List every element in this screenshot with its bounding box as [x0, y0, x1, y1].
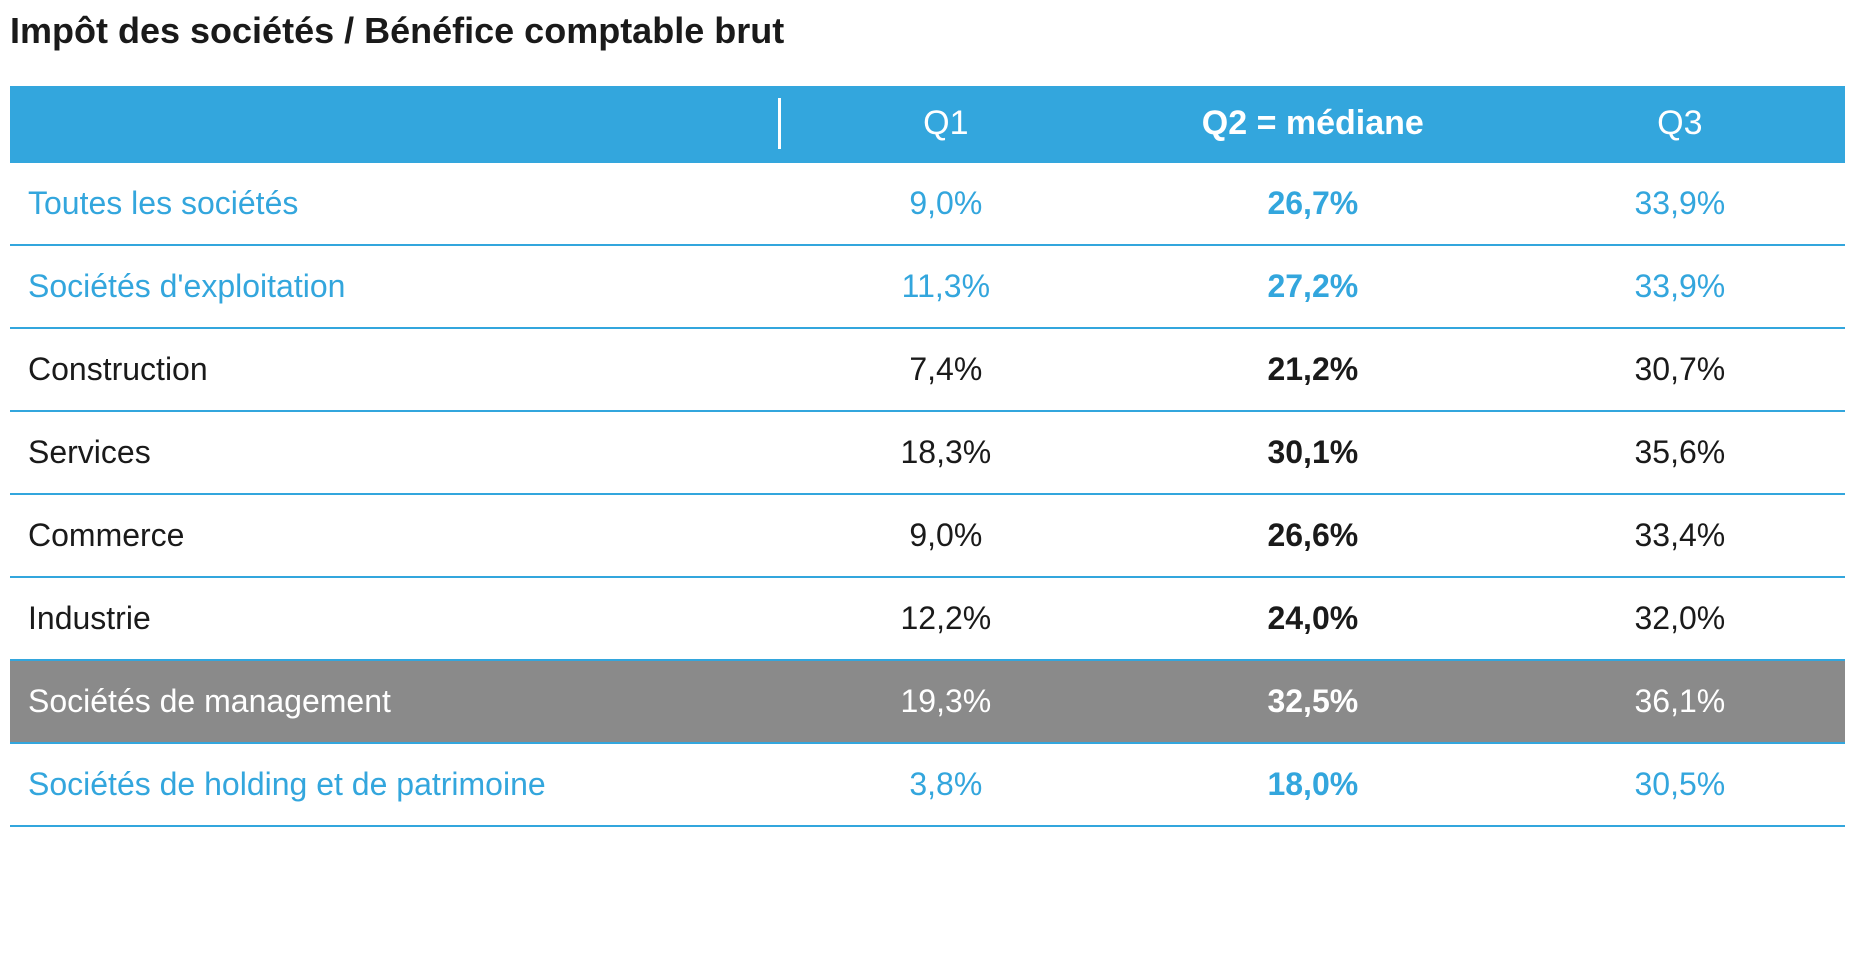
table-body: Toutes les sociétés9,0%26,7%33,9%Société…: [10, 162, 1845, 826]
cell-q1: 7,4%: [781, 328, 1111, 411]
cell-label: Commerce: [10, 494, 781, 577]
cell-label: Sociétés de management: [10, 660, 781, 743]
cell-q2: 24,0%: [1111, 577, 1515, 660]
cell-q3: 35,6%: [1515, 411, 1845, 494]
cell-q2: 18,0%: [1111, 743, 1515, 826]
table-header-row: Q1 Q2 = médiane Q3: [10, 86, 1845, 162]
cell-label: Sociétés de holding et de patrimoine: [10, 743, 781, 826]
cell-q3: 30,7%: [1515, 328, 1845, 411]
table-row: Construction7,4%21,2%30,7%: [10, 328, 1845, 411]
col-header-q1: Q1: [781, 86, 1111, 162]
cell-q2: 26,6%: [1111, 494, 1515, 577]
cell-label: Toutes les sociétés: [10, 162, 781, 245]
table-row: Sociétés de holding et de patrimoine3,8%…: [10, 743, 1845, 826]
data-table: Q1 Q2 = médiane Q3 Toutes les sociétés9,…: [10, 86, 1845, 827]
cell-q1: 9,0%: [781, 162, 1111, 245]
cell-q3: 30,5%: [1515, 743, 1845, 826]
cell-q3: 33,4%: [1515, 494, 1845, 577]
cell-q1: 9,0%: [781, 494, 1111, 577]
cell-q3: 33,9%: [1515, 245, 1845, 328]
cell-q1: 11,3%: [781, 245, 1111, 328]
cell-q1: 18,3%: [781, 411, 1111, 494]
table-row: Sociétés de management19,3%32,5%36,1%: [10, 660, 1845, 743]
cell-q3: 32,0%: [1515, 577, 1845, 660]
col-header-label: [10, 86, 781, 162]
cell-q2: 21,2%: [1111, 328, 1515, 411]
cell-label: Services: [10, 411, 781, 494]
cell-label: Industrie: [10, 577, 781, 660]
table-row: Industrie12,2%24,0%32,0%: [10, 577, 1845, 660]
page-title: Impôt des sociétés / Bénéfice comptable …: [10, 10, 1845, 52]
col-header-q2: Q2 = médiane: [1111, 86, 1515, 162]
cell-q2: 30,1%: [1111, 411, 1515, 494]
table-row: Sociétés d'exploitation11,3%27,2%33,9%: [10, 245, 1845, 328]
cell-q1: 19,3%: [781, 660, 1111, 743]
table-row: Toutes les sociétés9,0%26,7%33,9%: [10, 162, 1845, 245]
cell-q1: 3,8%: [781, 743, 1111, 826]
table-row: Services18,3%30,1%35,6%: [10, 411, 1845, 494]
col-header-q3: Q3: [1515, 86, 1845, 162]
cell-q2: 32,5%: [1111, 660, 1515, 743]
cell-label: Sociétés d'exploitation: [10, 245, 781, 328]
cell-q3: 36,1%: [1515, 660, 1845, 743]
page-container: Impôt des sociétés / Bénéfice comptable …: [0, 0, 1855, 847]
cell-q3: 33,9%: [1515, 162, 1845, 245]
cell-q2: 27,2%: [1111, 245, 1515, 328]
cell-q2: 26,7%: [1111, 162, 1515, 245]
cell-q1: 12,2%: [781, 577, 1111, 660]
cell-label: Construction: [10, 328, 781, 411]
table-row: Commerce9,0%26,6%33,4%: [10, 494, 1845, 577]
